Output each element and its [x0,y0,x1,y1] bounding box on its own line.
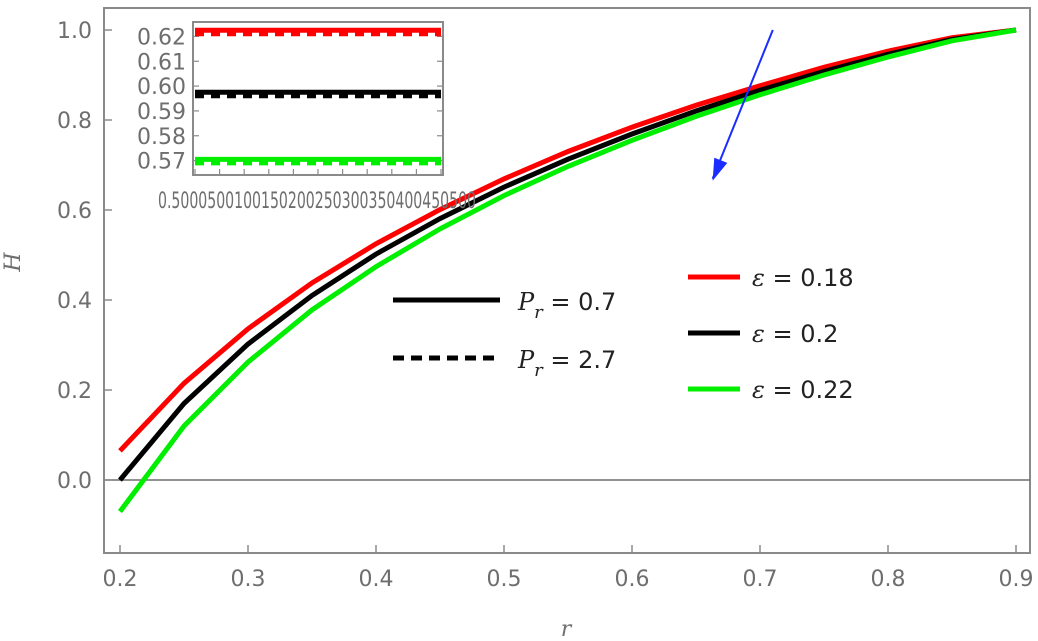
legend-eps-label: ε = 0.2 [752,320,838,348]
inset-series-layer [195,27,441,166]
inset-y-axis: 0.570.580.590.600.610.62 [137,25,443,175]
inset-chart: 0.570.580.590.600.610.62 0.5000500100150… [137,21,476,214]
x-tick-label: 0.4 [359,567,394,592]
plot-frame [103,7,1031,554]
legend-prandtl: Pr = 0.7 Pr = 2.7 [393,288,616,381]
series-line-5 [118,28,1017,513]
legend-pr-label: Pr = 0.7 [517,288,616,323]
inset-y-tick-label: 0.62 [137,25,186,50]
y-tick-label: 0.2 [57,379,92,404]
y-axis: 0.0 0.2 0.4 0.6 0.8 1.0 [57,19,112,494]
y-tick-label: 0.8 [57,109,92,134]
inset-y-tick-label: 0.59 [137,100,186,125]
series-line-1 [118,28,1017,453]
x-tick-label: 0.6 [615,567,650,592]
inset-y-tick-label: 0.61 [137,50,186,75]
inset-frame [192,21,444,176]
arrow-head [712,157,728,181]
x-tick-label: 0.8 [871,567,906,592]
inset-x-tick-labels: 0.5000500100150200250300350400450500 [158,189,476,214]
legend-eps-label: ε = 0.22 [752,376,854,404]
inset-y-tick-label: 0.58 [137,125,186,150]
arrow-shaft [711,29,774,180]
legend-pr-label: Pr = 2.7 [517,346,616,381]
x-tick-label: 0.7 [743,567,778,592]
y-tick-label: 0.0 [57,469,92,494]
inset-y-tick-label: 0.60 [137,75,186,100]
x-tick-label: 0.9 [999,567,1034,592]
x-axis-title: r [561,617,573,641]
y-tick-label: 1.0 [57,19,92,44]
x-tick-label: 0.5 [487,567,522,592]
series-line-3 [118,28,1017,482]
y-tick-label: 0.6 [57,199,92,224]
x-tick-label: 0.2 [103,567,138,592]
trend-arrow [711,29,774,181]
legend-eps-label: ε = 0.18 [752,264,854,292]
series-layer [117,27,1017,513]
y-tick-label: 0.4 [57,289,92,314]
x-axis: 0.2 0.3 0.4 0.5 0.6 0.7 0.8 0.9 [103,545,1034,592]
legend-epsilon: ε = 0.18 ε = 0.2 ε = 0.22 [688,264,854,404]
x-tick-label: 0.3 [231,567,266,592]
y-axis-title: H [1,252,26,273]
inset-y-tick-label: 0.57 [137,150,186,175]
